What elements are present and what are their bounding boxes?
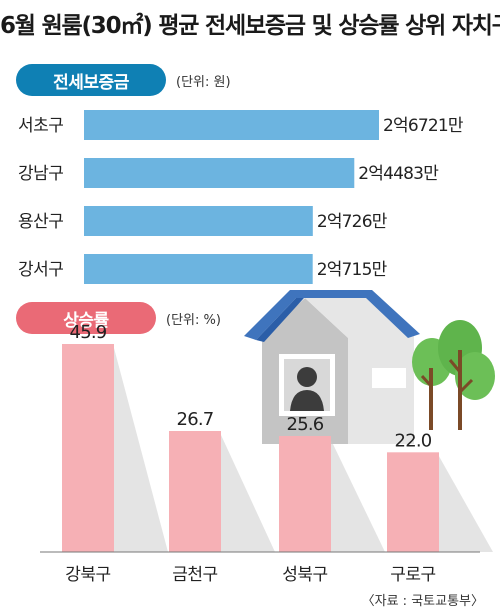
- rise-bar-shadow: [114, 348, 168, 552]
- deposit-category-label: 강서구: [18, 260, 63, 280]
- deposit-value-label: 2억726만: [317, 212, 388, 232]
- rise-value-label: 45.9: [70, 322, 107, 343]
- rise-unit-label: (단위: %): [166, 313, 221, 328]
- deposit-unit-label: (단위: 원): [176, 75, 231, 90]
- rise-category-label: 구로구: [390, 565, 435, 585]
- source-note: 〈자료 : 국토교통부〉: [361, 594, 484, 609]
- rise-value-label: 26.7: [177, 409, 214, 430]
- rise-value-label: 22.0: [395, 430, 432, 451]
- deposit-category-label: 용산구: [18, 212, 63, 232]
- rise-bar: [62, 344, 114, 552]
- rise-bar: [387, 452, 439, 552]
- deposit-bar: [84, 110, 379, 140]
- chart-title: 6월 원룸(30㎡) 평균 전세보증금 및 상승률 상위 자치구: [0, 13, 500, 39]
- rise-bar-shadow: [439, 456, 493, 552]
- rise-value-label: 25.6: [287, 414, 324, 435]
- rise-category-label: 성북구: [282, 565, 327, 585]
- deposit-category-label: 강남구: [18, 164, 63, 184]
- deposit-category-label: 서초구: [18, 116, 63, 136]
- deposit-value-label: 2억4483만: [358, 164, 439, 184]
- rise-bar: [279, 435, 331, 552]
- rise-bar: [169, 431, 221, 552]
- deposit-bar: [84, 158, 355, 188]
- deposit-value-label: 2억715만: [317, 260, 388, 280]
- rise-category-label: 금천구: [172, 565, 217, 585]
- rise-bar-shadow: [221, 435, 275, 552]
- rise-section-label: 상승률: [16, 302, 156, 334]
- deposit-bar: [84, 206, 313, 236]
- deposit-bar: [84, 254, 313, 284]
- house-with-trees-illustration: [244, 290, 495, 444]
- rise-category-label: 강북구: [65, 565, 110, 585]
- deposit-value-label: 2억6721만: [383, 116, 464, 136]
- deposit-section-label: 전세보증금: [16, 64, 166, 96]
- rise-bar-shadow: [331, 439, 385, 552]
